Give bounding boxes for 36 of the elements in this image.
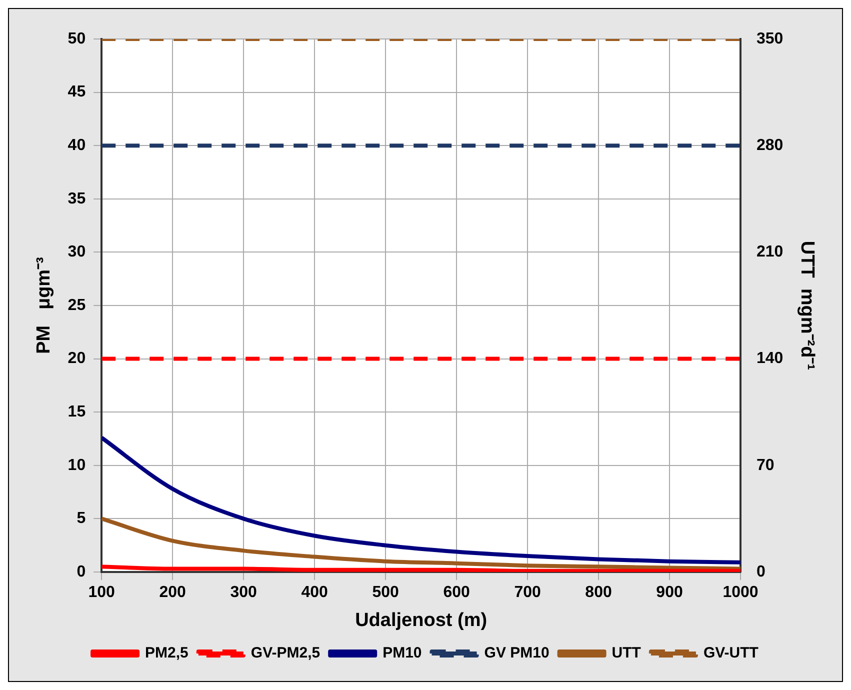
y-tick-label: 25 [68,296,86,314]
x-tick-label: 900 [656,584,683,602]
y2-tick-label: 350 [756,30,784,48]
legend-label: GV-PM2,5 [250,644,320,662]
x-tick-label: 400 [301,584,328,602]
legend-label: UTT [612,644,641,662]
y2-tick-label: 70 [756,456,774,474]
y2-axis-title: UTT mgm⁻²d⁻¹ [796,240,818,370]
y-tick-label: 15 [68,404,86,421]
y-tick-label: 20 [68,350,86,368]
y-axis-title: PM μgm⁻³ [34,257,55,354]
y-tick-label: 45 [68,84,86,101]
x-tick-label: 300 [230,584,258,602]
y-tick-label: 40 [68,137,86,154]
x-axis-title: Udaljenost (m) [355,610,488,631]
y-tick-label: 30 [68,244,86,261]
x-tick-label: 600 [443,584,470,602]
y-tick-label: 35 [68,190,86,208]
y2-tick-label: 280 [756,137,784,154]
y2-tick-label: 0 [756,563,766,580]
legend-label: GV PM10 [484,644,550,662]
x-tick-label: 1000 [722,584,758,602]
y2-tick-label: 140 [756,350,784,368]
y-tick-label: 0 [76,563,86,580]
x-tick-label: 500 [372,584,399,602]
y-tick-label: 5 [76,510,86,528]
x-tick-label: 200 [159,584,186,602]
legend-label: GV-UTT [703,644,758,662]
legend-label: PM10 [382,644,422,662]
y2-tick-label: 210 [756,244,784,261]
x-tick-label: 100 [88,584,116,602]
x-tick-label: 700 [514,584,541,602]
legend-label: PM2,5 [145,644,188,662]
x-tick-label: 800 [585,584,612,602]
y-tick-label: 10 [68,456,86,474]
y-tick-label: 50 [68,30,86,48]
